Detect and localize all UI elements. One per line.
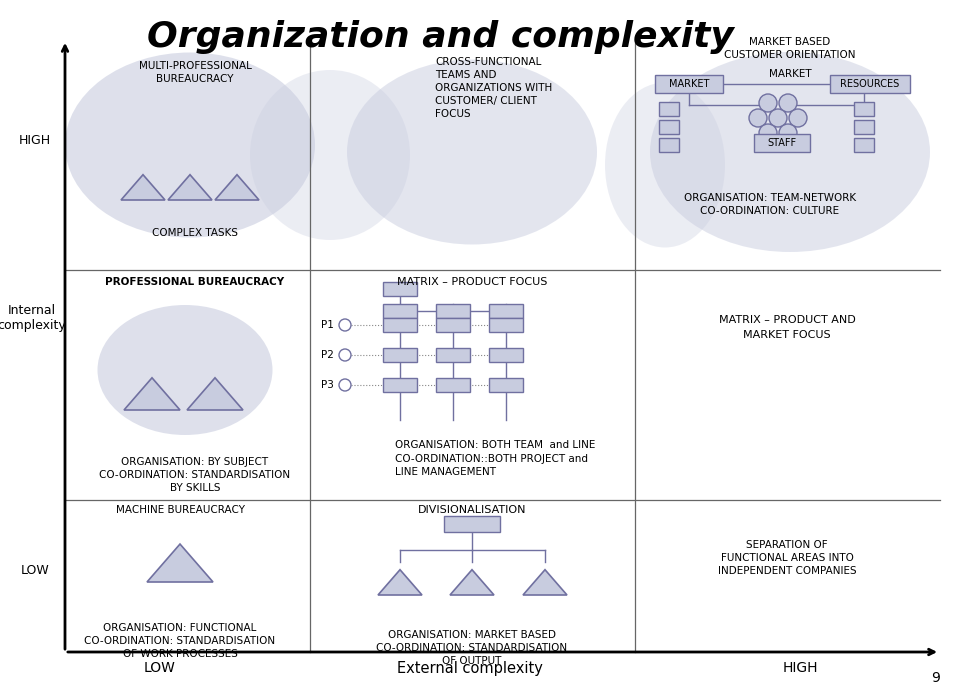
Text: CO-ORDINATION: STANDARDISATION: CO-ORDINATION: STANDARDISATION: [376, 643, 567, 653]
Polygon shape: [450, 570, 494, 595]
Circle shape: [339, 319, 351, 331]
Bar: [854, 138, 874, 152]
Text: CO-ORDINATION: STANDARDISATION: CO-ORDINATION: STANDARDISATION: [100, 470, 291, 480]
Text: Organization and complexity: Organization and complexity: [147, 20, 733, 54]
Text: RESOURCES: RESOURCES: [840, 79, 900, 89]
Polygon shape: [168, 175, 212, 200]
Circle shape: [779, 94, 797, 112]
Ellipse shape: [650, 52, 930, 252]
Text: MARKET: MARKET: [669, 79, 709, 89]
Bar: [854, 102, 874, 116]
Bar: [436, 304, 470, 318]
Circle shape: [759, 124, 777, 142]
Text: MATRIX – PRODUCT AND: MATRIX – PRODUCT AND: [719, 315, 855, 325]
Bar: [436, 378, 470, 392]
Text: HIGH: HIGH: [782, 661, 818, 675]
Bar: [383, 378, 417, 392]
Text: COMPLEX TASKS: COMPLEX TASKS: [152, 228, 238, 238]
Text: OF WORK PROCESSES: OF WORK PROCESSES: [123, 649, 237, 659]
Ellipse shape: [347, 60, 597, 244]
Text: CROSS-FUNCTIONAL: CROSS-FUNCTIONAL: [435, 57, 541, 67]
Circle shape: [339, 349, 351, 361]
Text: CUSTOMER/ CLIENT: CUSTOMER/ CLIENT: [435, 96, 537, 106]
Text: CO-ORDINATION: STANDARDISATION: CO-ORDINATION: STANDARDISATION: [84, 636, 276, 646]
Text: HIGH: HIGH: [19, 134, 51, 146]
Bar: [383, 282, 417, 296]
Text: External complexity: External complexity: [397, 661, 543, 676]
Text: MULTI-PROFESSIONAL: MULTI-PROFESSIONAL: [138, 61, 252, 71]
Polygon shape: [124, 378, 180, 410]
Text: BUREAUCRACY: BUREAUCRACY: [156, 74, 233, 84]
Bar: [383, 348, 417, 362]
Circle shape: [759, 94, 777, 112]
Text: CO-ORDINATION::BOTH PROJECT and: CO-ORDINATION::BOTH PROJECT and: [395, 454, 588, 464]
Text: MARKET BASED: MARKET BASED: [750, 37, 830, 47]
Text: BY SKILLS: BY SKILLS: [170, 483, 220, 493]
Text: STAFF: STAFF: [767, 138, 797, 148]
Text: complexity: complexity: [0, 318, 66, 332]
Text: OF OUTPUT: OF OUTPUT: [443, 656, 502, 666]
Text: P1: P1: [321, 320, 333, 330]
Bar: [444, 516, 500, 532]
Text: SEPARATION OF: SEPARATION OF: [746, 540, 828, 550]
Text: ORGANISATION: FUNCTIONAL: ORGANISATION: FUNCTIONAL: [104, 623, 256, 633]
Ellipse shape: [65, 52, 315, 237]
Ellipse shape: [250, 70, 410, 240]
Text: ORGANISATION: TEAM-NETWORK: ORGANISATION: TEAM-NETWORK: [684, 193, 856, 203]
Bar: [659, 102, 679, 116]
Text: MATRIX – PRODUCT FOCUS: MATRIX – PRODUCT FOCUS: [396, 277, 547, 287]
Bar: [655, 75, 723, 93]
Bar: [854, 120, 874, 134]
Text: LINE MANAGEMENT: LINE MANAGEMENT: [395, 467, 496, 477]
Text: DIVISIONALISATION: DIVISIONALISATION: [418, 505, 526, 515]
Bar: [754, 134, 810, 152]
Circle shape: [789, 109, 807, 127]
Text: FOCUS: FOCUS: [435, 109, 470, 119]
Text: TEAMS AND: TEAMS AND: [435, 70, 496, 80]
Text: MACHINE BUREAUCRACY: MACHINE BUREAUCRACY: [115, 505, 245, 515]
Polygon shape: [121, 175, 165, 200]
Bar: [436, 348, 470, 362]
Text: FUNCTIONAL AREAS INTO: FUNCTIONAL AREAS INTO: [721, 553, 853, 563]
Text: P2: P2: [321, 350, 333, 360]
Polygon shape: [215, 175, 259, 200]
Ellipse shape: [605, 83, 725, 248]
Text: ORGANIZATIONS WITH: ORGANIZATIONS WITH: [435, 83, 552, 93]
Text: P3: P3: [321, 380, 333, 390]
Text: PROFESSIONAL BUREAUCRACY: PROFESSIONAL BUREAUCRACY: [106, 277, 284, 287]
Text: INDEPENDENT COMPANIES: INDEPENDENT COMPANIES: [718, 566, 856, 576]
Polygon shape: [378, 570, 422, 595]
Text: CO-ORDINATION: CULTURE: CO-ORDINATION: CULTURE: [701, 206, 840, 216]
Polygon shape: [147, 544, 213, 582]
Bar: [489, 378, 523, 392]
Text: ORGANISATION: BOTH TEAM  and LINE: ORGANISATION: BOTH TEAM and LINE: [395, 440, 595, 450]
Bar: [489, 348, 523, 362]
Circle shape: [769, 109, 787, 127]
Text: ORGANISATION: MARKET BASED: ORGANISATION: MARKET BASED: [388, 630, 556, 640]
Bar: [830, 75, 910, 93]
Text: CUSTOMER ORIENTATION: CUSTOMER ORIENTATION: [724, 50, 855, 60]
Bar: [383, 318, 417, 332]
Bar: [659, 120, 679, 134]
Bar: [489, 304, 523, 318]
Bar: [383, 304, 417, 318]
Text: MARKET: MARKET: [769, 69, 811, 79]
Text: MARKET FOCUS: MARKET FOCUS: [743, 330, 830, 340]
Circle shape: [779, 124, 797, 142]
Text: Internal: Internal: [8, 304, 56, 316]
Circle shape: [749, 109, 767, 127]
Text: LOW: LOW: [144, 661, 176, 675]
Polygon shape: [523, 570, 567, 595]
Text: 9: 9: [931, 671, 940, 685]
Polygon shape: [187, 378, 243, 410]
Bar: [436, 318, 470, 332]
Text: ORGANISATION: BY SUBJECT: ORGANISATION: BY SUBJECT: [121, 457, 269, 467]
Circle shape: [339, 379, 351, 391]
Ellipse shape: [98, 305, 273, 435]
Bar: [489, 318, 523, 332]
Text: LOW: LOW: [20, 564, 49, 577]
Bar: [659, 138, 679, 152]
